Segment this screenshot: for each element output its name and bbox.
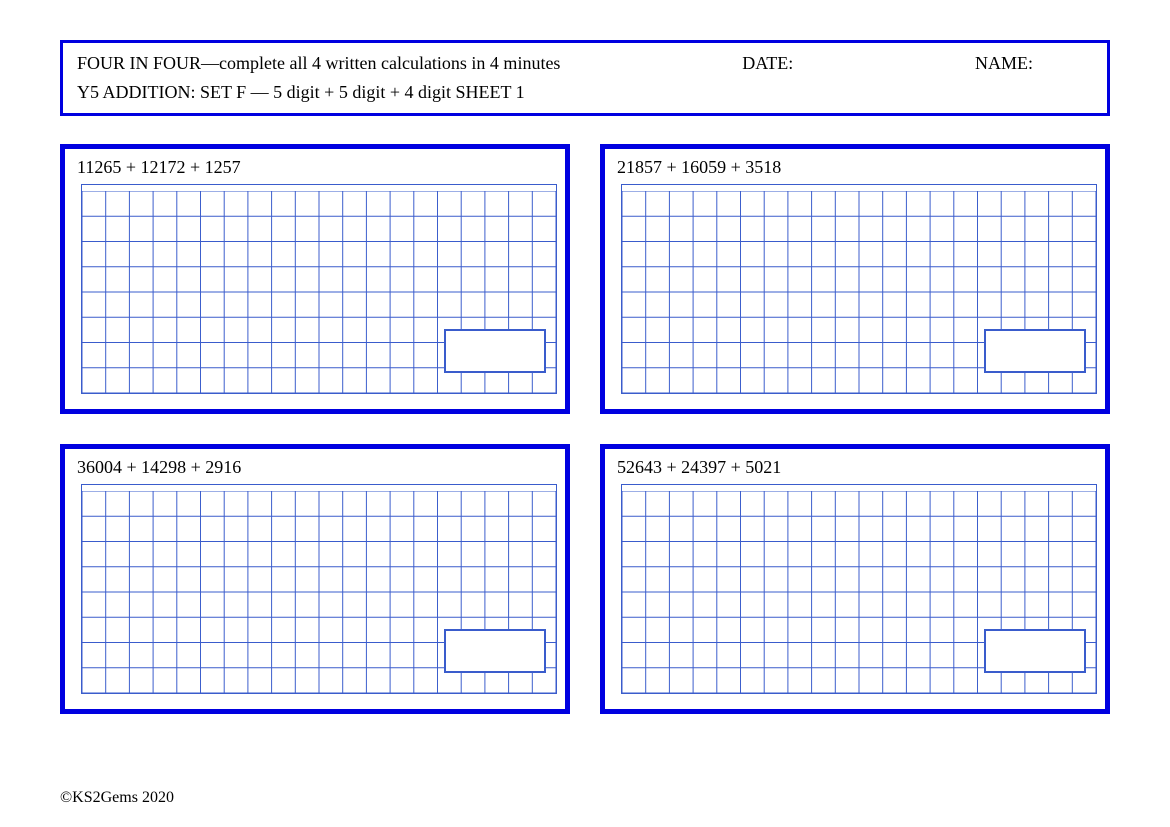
answer-box-1[interactable] — [444, 329, 546, 373]
header-row-1: FOUR IN FOUR—complete all 4 written calc… — [77, 53, 1093, 74]
worksheet-header: FOUR IN FOUR—complete all 4 written calc… — [60, 40, 1110, 116]
answer-box-3[interactable] — [444, 629, 546, 673]
problem-box-2: 21857 + 16059 + 3518 — [600, 144, 1110, 414]
problem-box-4: 52643 + 24397 + 5021 — [600, 444, 1110, 714]
working-grid-4[interactable] — [621, 484, 1097, 694]
answer-box-2[interactable] — [984, 329, 1086, 373]
problem-expression-4: 52643 + 24397 + 5021 — [615, 457, 1095, 478]
problem-expression-1: 11265 + 12172 + 1257 — [75, 157, 555, 178]
answer-box-4[interactable] — [984, 629, 1086, 673]
problem-expression-2: 21857 + 16059 + 3518 — [615, 157, 1095, 178]
name-label: NAME: — [975, 53, 1033, 74]
problem-box-1: 11265 + 12172 + 1257 — [60, 144, 570, 414]
working-grid-2[interactable] — [621, 184, 1097, 394]
working-grid-1[interactable] — [81, 184, 557, 394]
copyright-footer: ©KS2Gems 2020 — [60, 789, 174, 807]
date-label: DATE: — [742, 53, 793, 74]
problems-grid: 11265 + 12172 + 1257 — [60, 144, 1110, 714]
worksheet-subtitle: Y5 ADDITION: SET F — 5 digit + 5 digit +… — [77, 82, 1093, 103]
problem-box-3: 36004 + 14298 + 2916 — [60, 444, 570, 714]
problem-expression-3: 36004 + 14298 + 2916 — [75, 457, 555, 478]
working-grid-3[interactable] — [81, 484, 557, 694]
worksheet-title: FOUR IN FOUR—complete all 4 written calc… — [77, 53, 560, 74]
